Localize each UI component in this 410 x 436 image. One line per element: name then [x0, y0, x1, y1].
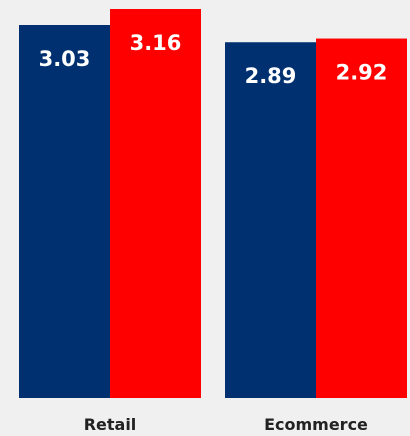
bar-ecommerce-1: [316, 38, 407, 398]
category-label-retail: Retail: [84, 415, 137, 434]
bar-retail-1: [110, 9, 201, 398]
bar-value-label-retail-0: 3.03: [39, 47, 91, 71]
bar-value-label-ecommerce-1: 2.92: [336, 61, 388, 85]
bar-retail-0: [19, 25, 110, 398]
bars-group: [19, 9, 407, 399]
category-label-ecommerce: Ecommerce: [264, 415, 368, 434]
bar-value-label-retail-1: 3.16: [130, 31, 182, 55]
bar-ecommerce-0: [225, 42, 316, 399]
labels-group: 3.03 3.16 Retail 2.89 2.92 Ecommerce: [39, 31, 388, 434]
bar-value-label-ecommerce-0: 2.89: [245, 64, 297, 88]
